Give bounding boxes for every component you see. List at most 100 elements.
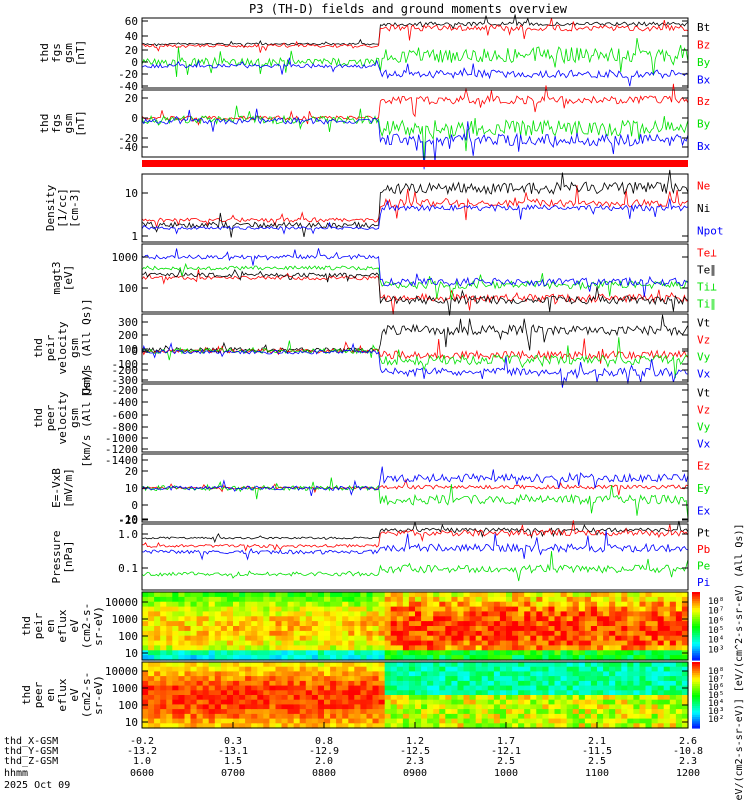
spectrogram-cell [518,621,525,627]
spectrogram-cell [305,616,313,622]
y-tick-label: 10000 [105,596,138,609]
y-tick-label: 10 [125,647,138,660]
spectrogram-cell [196,671,204,677]
spectrogram-cell [554,621,562,627]
spectrogram-cell [427,606,434,613]
spectrogram-cell [621,592,628,598]
spectrogram-cell [184,626,192,632]
spectrogram-cell [245,626,252,632]
spectrogram-cell [524,666,531,672]
spectrogram-cell [299,650,307,656]
spectrogram-cell [378,630,386,637]
spectrogram-cell [214,645,222,651]
spectrogram-cell [499,655,507,661]
spectrogram-cell [615,606,622,613]
spectrogram-cell [342,616,349,622]
spectrogram-cell [536,680,543,687]
spectrogram-cell [166,685,173,691]
spectrogram-cell [645,695,653,701]
spectrogram-cell [202,666,210,672]
spectrogram-cell [263,695,270,701]
spectrogram-cell [536,709,543,715]
spectrogram-cell [506,671,513,677]
spectrogram-cell [554,704,562,710]
spectrogram-cell [287,592,295,598]
spectrogram-cell [590,655,598,661]
spectrogram-cell [512,611,519,617]
legend-Ey: Ey [697,482,711,495]
spectrogram-cell [451,666,459,672]
spectrogram-cell [317,601,325,608]
spectrogram-cell [675,635,683,642]
spectrogram-cell [481,676,489,682]
spectrogram-cell [603,655,610,661]
fgs_gsm-ylabel-line: thd [38,43,51,63]
spectrogram-cell [269,718,277,724]
spectrogram-cell [269,626,277,632]
spectrogram-cell [226,685,234,691]
ephemeris-label: thd_Y-GSM [4,746,58,757]
spectrogram-cell [281,655,289,661]
spectrogram-cell [433,699,440,705]
spectrogram-cell [433,709,440,715]
spectrogram-cell [226,690,234,696]
spectrogram-cell [269,635,277,642]
legend-Ez: Ez [697,459,710,472]
spectrogram-cell [512,592,519,598]
spectrogram-cell [396,630,404,637]
spectrogram-cell [675,704,683,710]
spectrogram-cell [354,640,361,647]
spectrogram-cell [493,704,501,710]
spectrogram-cell [154,718,161,724]
spectrogram-cell [669,655,677,661]
spectrogram-cell [257,640,264,647]
spectrogram-cell [402,616,410,622]
spectrogram-cell [330,704,337,710]
spectrogram-cell [378,606,386,613]
spectrogram-cell [408,685,416,691]
series-Bx [141,57,689,87]
spectrogram-cell [560,680,568,687]
spectrogram-cell [566,713,574,720]
spectrogram-cell [166,723,173,729]
spectrogram-cell [433,695,440,701]
spectrogram-cell [408,655,416,661]
spectrogram-cell [499,621,507,627]
spectrogram-cell [317,606,325,613]
spectrogram-cell [317,635,325,642]
spectrogram-cell [560,611,568,617]
spectrogram-cell [390,671,398,677]
spectrogram-cell [675,695,683,701]
spectrogram-cell [584,640,592,647]
spectrogram-cell [305,611,313,617]
spectrogram-cell [463,699,471,705]
series-Pi [141,530,689,561]
spectrogram-cell [639,695,647,701]
spectrogram-cell [566,704,574,710]
electron_velocity-frame [141,383,689,453]
spectrogram-cell [512,601,519,608]
spectrogram-cell [257,592,264,598]
spectrogram-cell [336,709,343,715]
colorbar-cell [692,725,700,729]
spectrogram-cell [651,680,659,687]
spectrogram-cell [651,606,659,613]
spectrogram-cell [372,713,380,720]
spectrogram-cell [675,596,683,603]
spectrogram-cell [506,650,513,656]
spectrogram-cell [530,640,537,647]
spectrogram-cell [220,713,228,720]
spectrogram-cell [390,699,398,705]
spectrogram-cell [481,592,489,598]
spectrogram-cell [633,592,641,598]
spectrogram-cell [245,606,252,613]
spectrogram-cell [166,596,173,603]
spectrogram-cell [493,718,501,724]
spectrogram-cell [469,650,477,656]
legend-Vx: Vx [697,368,711,381]
spectrogram-cell [457,680,465,687]
spectrogram-cell [360,645,368,651]
spectrogram-cell [445,695,452,701]
spectrogram-cell [293,655,301,661]
